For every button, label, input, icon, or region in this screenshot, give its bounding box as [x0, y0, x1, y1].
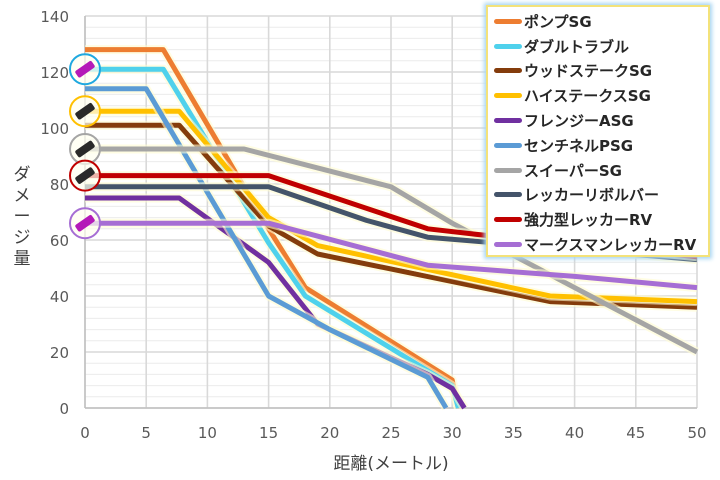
- legend-item: 強力型レッカーRV: [494, 207, 702, 232]
- x-tick-label: 35: [504, 424, 523, 442]
- legend-swatch: [494, 18, 522, 24]
- y-tick-label: 120: [40, 64, 69, 82]
- x-tick-label: 40: [565, 424, 584, 442]
- y-axis-title-char: メ: [14, 186, 31, 206]
- y-axis-title-char: ダ: [14, 165, 31, 185]
- series-line-5: [85, 86, 449, 410]
- x-tick-label: 20: [320, 424, 339, 442]
- high-stakes-weapon-icon: [69, 95, 101, 128]
- legend-label: センチネルPSG: [524, 136, 634, 155]
- x-tick-label: 45: [626, 424, 645, 442]
- legend-label: レッカーリボルバー: [524, 186, 660, 205]
- y-axis-title-char: ジ: [14, 228, 31, 248]
- y-tick-label: 40: [50, 288, 69, 306]
- y-tick-label: 0: [59, 400, 69, 418]
- legend-item: ダブルトラブル: [494, 34, 702, 59]
- legend: ポンプSG ダブルトラブルウッドステークSG ハイステークスSG フレンジーASG セン…: [486, 5, 710, 257]
- x-tick-label: 25: [381, 424, 400, 442]
- x-axis-ticks: 0 5 10 15 20 25 30 35 40 45 50: [80, 424, 706, 442]
- y-axis-title-char: 量: [14, 249, 31, 269]
- series-line-6: [85, 146, 699, 355]
- x-tick-label: 50: [687, 424, 706, 442]
- legend-swatch: [494, 192, 522, 198]
- sweeper-weapon-icon: [69, 133, 101, 165]
- legend-item: ハイステークスSG: [494, 83, 702, 108]
- y-axis-ticks: 0 20 40 60 80 100 120 140: [40, 8, 69, 418]
- legend-swatch: [494, 142, 522, 148]
- x-tick-label: 15: [259, 424, 278, 442]
- legend-label: ウッドステークSG: [524, 62, 653, 81]
- legend-label: マークスマンレッカーRV: [524, 236, 697, 255]
- weapon-icons: [69, 53, 101, 240]
- legend-label: ハイステークスSG: [524, 87, 651, 106]
- marksman-wrecker-weapon-icon: [69, 207, 101, 240]
- legend-item: ポンプSG: [494, 9, 702, 34]
- legend-label: 強力型レッカーRV: [524, 211, 653, 230]
- y-tick-label: 140: [40, 8, 69, 26]
- x-tick-label: 10: [198, 424, 217, 442]
- double-trouble-weapon-icon: [69, 53, 101, 86]
- legend-swatch: [494, 93, 522, 99]
- x-tick-label: 5: [141, 424, 151, 442]
- y-tick-label: 100: [40, 120, 69, 138]
- legend-swatch: [494, 242, 522, 248]
- legend-item: センチネルPSG: [494, 133, 702, 158]
- legend-swatch: [494, 118, 522, 124]
- legend-swatch: [494, 43, 522, 49]
- y-tick-label: 20: [50, 344, 69, 362]
- legend-label: ポンプSG: [524, 12, 592, 31]
- x-tick-label: 0: [80, 424, 90, 442]
- legend-label: フレンジーASG: [524, 112, 634, 131]
- legend-swatch: [494, 68, 522, 74]
- legend-swatch: [494, 217, 522, 223]
- heavy-wrecker-weapon-icon: [69, 159, 101, 192]
- legend-item: ウッドステークSG: [494, 59, 702, 84]
- legend-item: スイーパーSG: [494, 158, 702, 183]
- series-line-9: [85, 220, 698, 291]
- x-tick-label: 30: [443, 424, 462, 442]
- y-tick-label: 60: [50, 232, 69, 250]
- legend-item: マークスマンレッカーRV: [494, 232, 702, 257]
- legend-label: ダブルトラブル: [524, 37, 630, 56]
- legend-item: レッカーリボルバー: [494, 183, 702, 208]
- x-axis-title: 距離(メートル): [333, 454, 448, 474]
- legend-swatch: [494, 167, 522, 173]
- legend-label: スイーパーSG: [524, 161, 622, 180]
- y-axis-title-char: ー: [14, 207, 31, 227]
- legend-item: フレンジーASG: [494, 108, 702, 133]
- y-tick-label: 80: [50, 176, 69, 194]
